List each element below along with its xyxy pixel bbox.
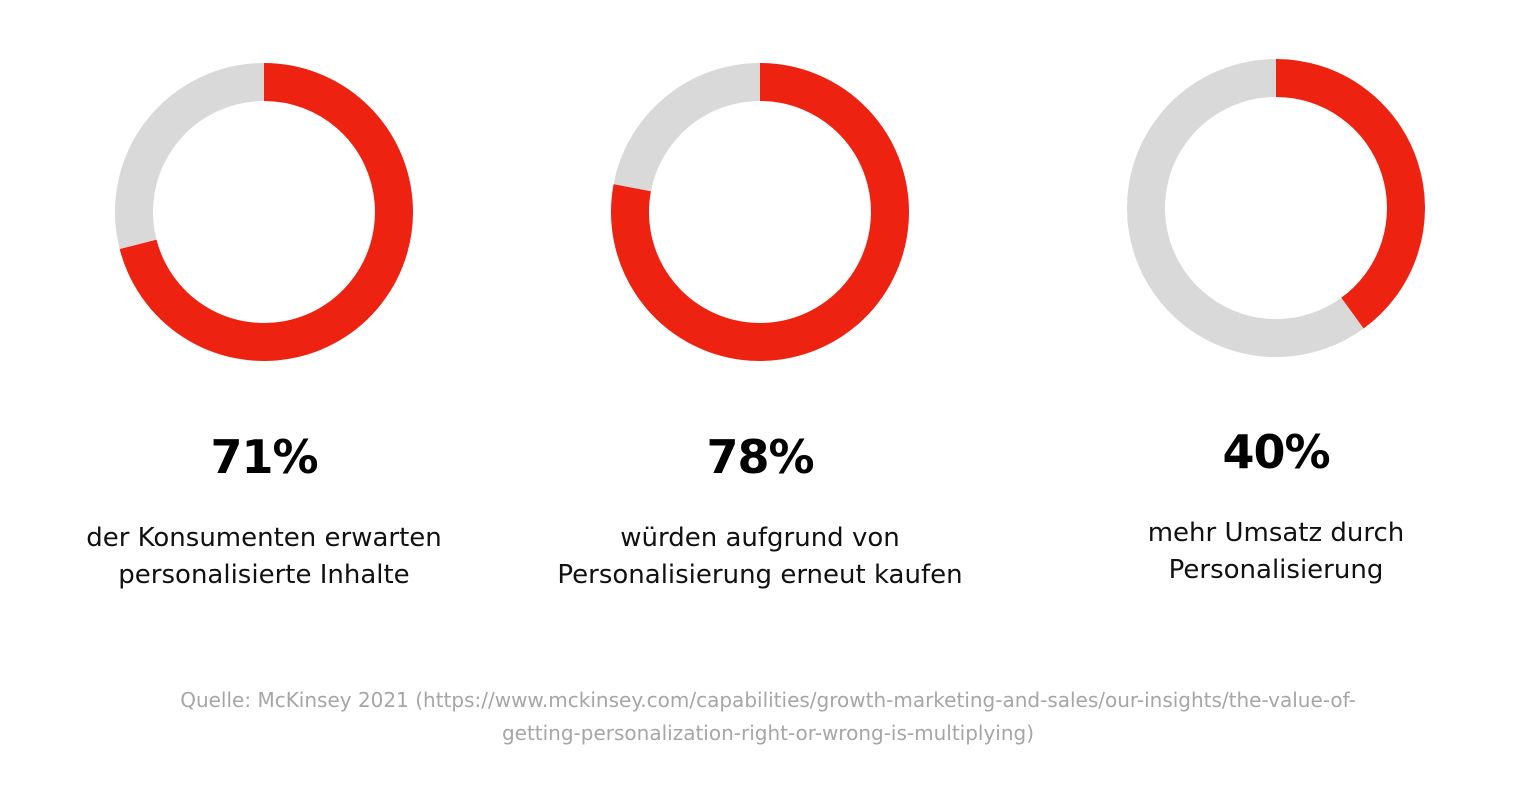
donut-3-remaining-slice <box>1127 59 1364 357</box>
donut-3-filled-slice <box>1275 59 1425 329</box>
donut-1-filled-slice <box>119 63 413 361</box>
donut-chart-3 <box>1127 59 1425 357</box>
donut-block-3: 40% mehr Umsatz durch Personalisierung <box>1056 0 1496 600</box>
value-label-1: 71% <box>210 430 318 484</box>
description-1-line-2: personalisierte Inhalte <box>118 560 410 590</box>
description-3-line-1: mehr Umsatz durch <box>1147 518 1405 548</box>
value-label-3: 40% <box>1222 425 1330 479</box>
donut-block-2: 78% würden aufgrund von Personalisierung… <box>540 0 980 600</box>
description-3-line-2: Personalisierung <box>1168 555 1384 585</box>
donut-chart-2 <box>611 63 909 361</box>
description-2-line-1: würden aufgrund von <box>620 523 900 553</box>
donut-2-remaining-slice <box>613 63 761 192</box>
description-2: würden aufgrund von Personalisierung ern… <box>540 520 980 594</box>
description-2-line-2: Personalisierung erneut kaufen <box>557 560 963 590</box>
value-label-2: 78% <box>706 430 814 484</box>
description-1-line-1: der Konsumenten erwarten <box>86 523 442 553</box>
source-note: Quelle: McKinsey 2021 (https://www.mckin… <box>60 684 1476 750</box>
donut-block-1: 71% der Konsumenten erwarten personalisi… <box>44 0 484 600</box>
donut-chart-1 <box>115 63 413 361</box>
description-3: mehr Umsatz durch Personalisierung <box>1056 515 1496 589</box>
source-line-2: getting-personalization-right-or-wrong-i… <box>501 721 1035 745</box>
donut-2-filled-slice <box>611 63 909 361</box>
description-1: der Konsumenten erwarten personalisierte… <box>44 520 484 594</box>
donut-1-remaining-slice <box>115 63 265 250</box>
source-line-1: Quelle: McKinsey 2021 (https://www.mckin… <box>180 688 1356 712</box>
